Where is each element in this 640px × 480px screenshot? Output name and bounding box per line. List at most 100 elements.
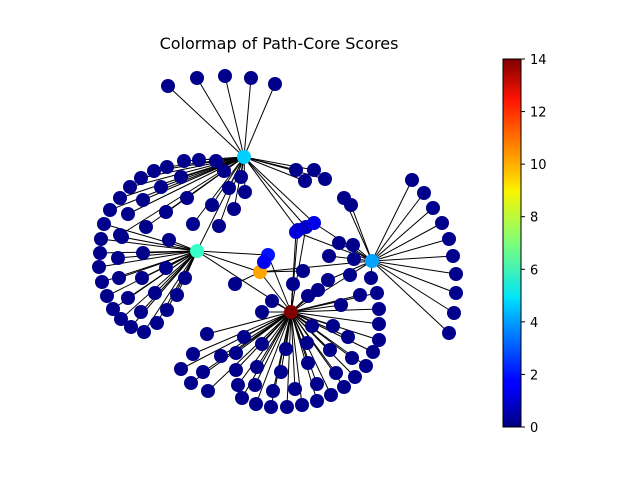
colorbar-tick-label: 12 xyxy=(530,106,547,121)
graph-node xyxy=(310,394,324,408)
graph-node xyxy=(266,384,280,398)
graph-node xyxy=(222,181,236,195)
graph-edge xyxy=(267,254,292,313)
graph-node xyxy=(370,286,384,300)
graph-node xyxy=(214,349,228,363)
graph-edge xyxy=(243,311,292,338)
graph-node xyxy=(417,186,431,200)
graph-node xyxy=(305,319,319,333)
graph-node xyxy=(249,397,263,411)
graph-edge xyxy=(290,304,342,313)
graph-node xyxy=(295,398,309,412)
graph-node xyxy=(160,160,174,174)
graph-node xyxy=(372,317,386,331)
graph-edge xyxy=(243,156,315,224)
graph-node xyxy=(134,171,148,185)
graph-edge xyxy=(120,250,198,320)
graph-node xyxy=(310,377,324,391)
colorbar-tick-label: 14 xyxy=(530,53,547,68)
graph-node xyxy=(364,271,378,285)
graph-edge xyxy=(196,250,261,273)
graph-node xyxy=(228,277,242,291)
graph-node-hub-right xyxy=(365,254,379,268)
graph-node xyxy=(296,264,310,278)
graph-edge xyxy=(290,294,361,313)
graph-edge xyxy=(290,260,373,313)
graph-node xyxy=(446,249,460,263)
graph-node xyxy=(279,342,293,356)
graph-node xyxy=(154,180,168,194)
graph-node xyxy=(345,351,359,365)
graph-edge xyxy=(371,238,450,262)
graph-node xyxy=(237,330,251,344)
graph-node xyxy=(347,252,361,266)
graph-node xyxy=(289,163,303,177)
graph-node xyxy=(435,216,449,230)
graph-edge xyxy=(290,311,353,359)
graph-node xyxy=(366,345,380,359)
graph-edge xyxy=(259,271,292,313)
graph-node xyxy=(137,325,151,339)
graph-edge xyxy=(211,156,245,206)
graph-node xyxy=(112,271,126,285)
graph-node xyxy=(329,366,343,380)
graph-edge xyxy=(117,250,198,259)
graph-edge xyxy=(207,311,292,392)
graph-node xyxy=(442,232,456,246)
graph-edge xyxy=(243,156,307,228)
colorbar-tick-label: 8 xyxy=(530,211,538,226)
graph-node xyxy=(298,174,312,188)
graph-node xyxy=(238,185,252,199)
graph-node xyxy=(92,260,106,274)
colorbar-tick-label: 4 xyxy=(530,316,538,331)
graph-node xyxy=(372,302,386,316)
graph-edge xyxy=(118,250,198,279)
graph-edge xyxy=(371,260,450,334)
graph-node-hub-top xyxy=(237,150,251,164)
graph-edge xyxy=(371,260,457,275)
graph-node xyxy=(115,230,129,244)
graph-node xyxy=(114,312,128,326)
graph-node-hub-center xyxy=(284,305,298,319)
graph-edge xyxy=(290,231,297,313)
graph-edge xyxy=(235,311,292,354)
colorbar-tick-label: 2 xyxy=(530,368,538,383)
graph-node xyxy=(372,333,386,347)
graph-node xyxy=(177,154,191,168)
graph-node xyxy=(235,391,249,405)
graph-node xyxy=(136,246,150,260)
graph-edge xyxy=(206,311,292,335)
graph-node xyxy=(174,170,188,184)
graph-node-bridge-2 xyxy=(257,255,271,269)
graph-node xyxy=(97,217,111,231)
graph-node xyxy=(95,275,109,289)
graph-node xyxy=(113,191,127,205)
graph-node xyxy=(311,283,325,297)
graph-node xyxy=(201,384,215,398)
graph-node xyxy=(255,305,269,319)
graph-node xyxy=(161,79,175,93)
graph-node xyxy=(337,380,351,394)
graph-node xyxy=(186,217,200,231)
graph-node xyxy=(359,359,373,373)
graph-edge xyxy=(371,255,454,262)
graph-edge xyxy=(196,77,245,158)
graph-edge xyxy=(371,192,425,262)
graph-edge xyxy=(259,270,304,273)
graph-edge xyxy=(350,204,373,262)
graph-node xyxy=(135,271,149,285)
graph-node xyxy=(186,347,200,361)
graph-node xyxy=(139,220,153,234)
graph-node xyxy=(334,298,348,312)
graph-node xyxy=(170,288,184,302)
graph-node xyxy=(341,330,355,344)
graph-node xyxy=(250,360,264,374)
chart-title: Colormap of Path-Core Scores xyxy=(159,34,399,53)
graph-node xyxy=(449,286,463,300)
graph-edge xyxy=(371,222,443,262)
graph-node xyxy=(324,388,338,402)
graph-edge xyxy=(140,250,198,313)
graph-edge xyxy=(224,75,245,158)
graph-node xyxy=(196,365,210,379)
graph-edge xyxy=(286,311,292,408)
